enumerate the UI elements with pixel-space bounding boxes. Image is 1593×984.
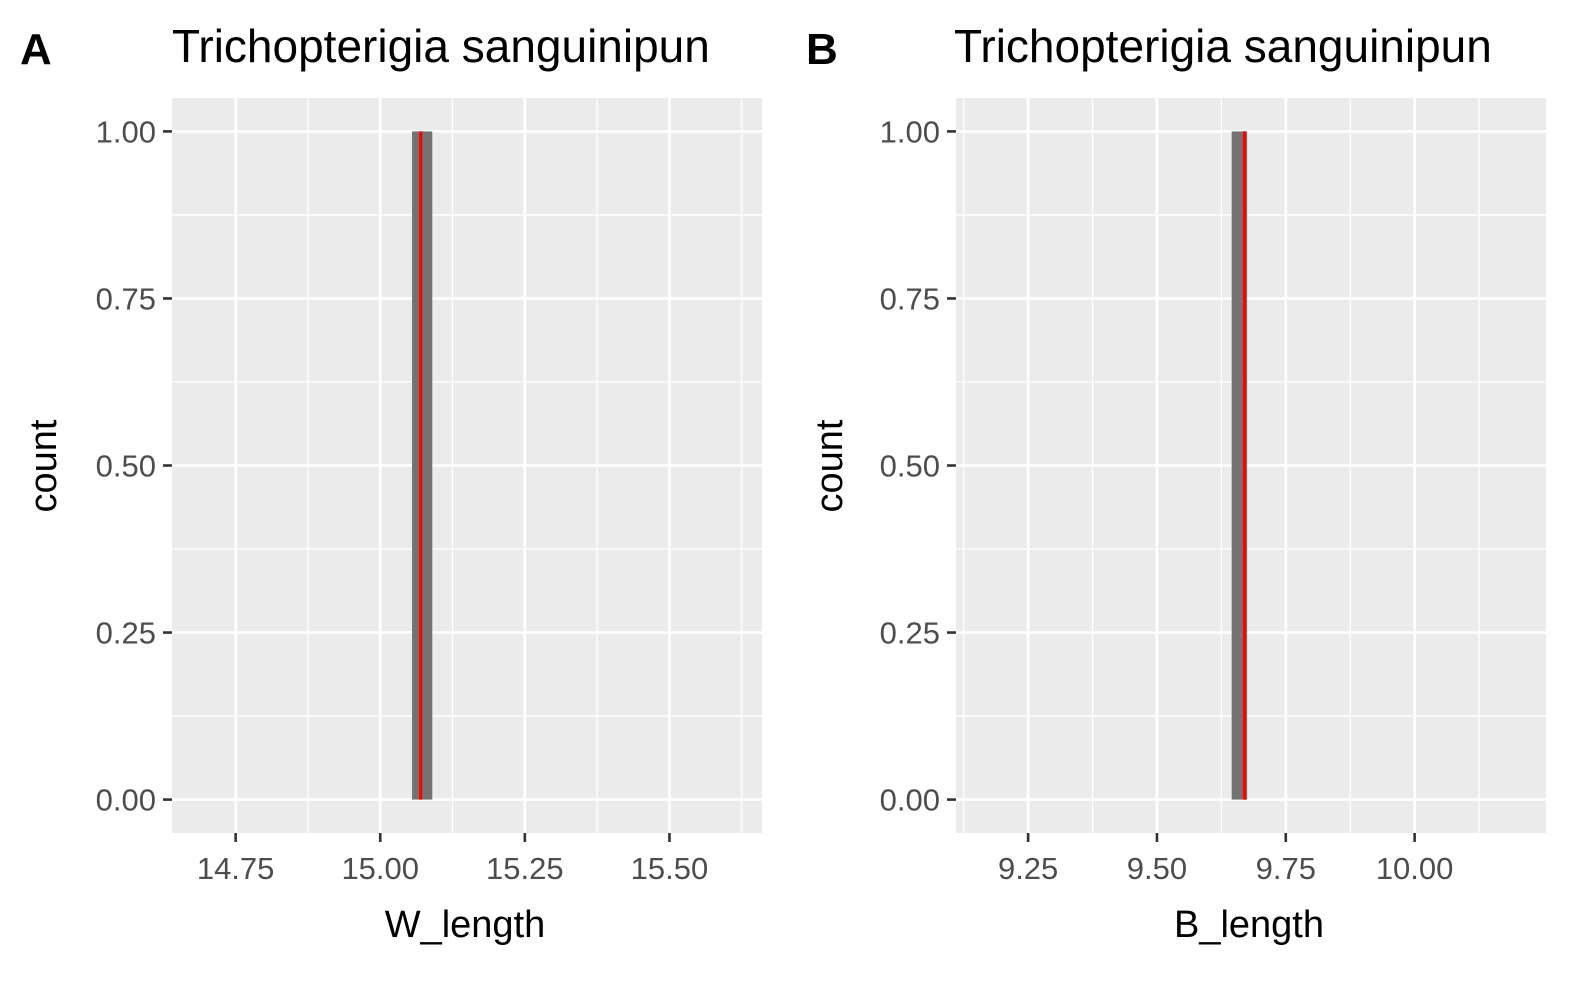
panel-a-y-tick-label: 0.50 bbox=[96, 449, 156, 484]
panel-a-tag: A bbox=[20, 25, 52, 74]
panel-a-y-tick-label: 1.00 bbox=[96, 114, 156, 149]
panel-b-y-tick-label: 1.00 bbox=[880, 114, 940, 149]
panel-a-y-axis: 0.00 0.25 0.50 0.75 1.00 bbox=[96, 114, 172, 818]
panel-b-x-tick-label: 9.75 bbox=[1256, 851, 1316, 886]
panel-b-x-tick-label: 9.50 bbox=[1127, 851, 1187, 886]
panel-a-x-tick-label: 15.00 bbox=[341, 851, 419, 886]
panel-a-x-axis-label: W_length bbox=[385, 904, 546, 946]
panel-b-title: Trichopterigia sanguinipun bbox=[954, 20, 1492, 72]
panel-a-x-tick-label: 15.50 bbox=[631, 851, 709, 886]
panel-a-y-axis-label: count bbox=[23, 419, 65, 512]
panel-a-grid bbox=[172, 98, 762, 833]
panel-b-y-axis-label: count bbox=[809, 419, 851, 512]
panel-b-y-tick-label: 0.00 bbox=[880, 783, 940, 818]
panel-b-grid bbox=[956, 98, 1546, 833]
panel-a-x-axis: 14.75 15.00 15.25 15.50 bbox=[197, 833, 708, 886]
panel-a-y-tick-label: 0.00 bbox=[96, 783, 156, 818]
panel-b-x-tick-label: 10.00 bbox=[1376, 851, 1454, 886]
panel-a: 0.00 0.25 0.50 0.75 1.00 14.75 15.00 15.25 15.5… bbox=[20, 20, 762, 946]
panel-a-title: Trichopterigia sanguinipun bbox=[172, 20, 710, 72]
panel-a-x-tick-label: 14.75 bbox=[197, 851, 275, 886]
panel-a-y-tick-label: 0.25 bbox=[96, 616, 156, 651]
panel-b-y-axis: 0.00 0.25 0.50 0.75 1.00 bbox=[880, 114, 956, 818]
panel-b-x-axis: 9.25 9.50 9.75 10.00 bbox=[998, 833, 1453, 886]
panel-a-x-tick-label: 15.25 bbox=[486, 851, 564, 886]
panel-b-y-tick-label: 0.75 bbox=[880, 281, 940, 316]
panel-b-x-axis-label: B_length bbox=[1174, 904, 1324, 946]
panel-b-y-tick-label: 0.25 bbox=[880, 616, 940, 651]
panel-b-tag: B bbox=[806, 25, 838, 74]
panel-b-y-tick-label: 0.50 bbox=[880, 449, 940, 484]
panel-b: 0.00 0.25 0.50 0.75 1.00 9.25 9.50 9.75 10.00 B… bbox=[806, 20, 1546, 946]
panel-b-x-tick-label: 9.25 bbox=[998, 851, 1058, 886]
panel-a-y-tick-label: 0.75 bbox=[96, 281, 156, 316]
